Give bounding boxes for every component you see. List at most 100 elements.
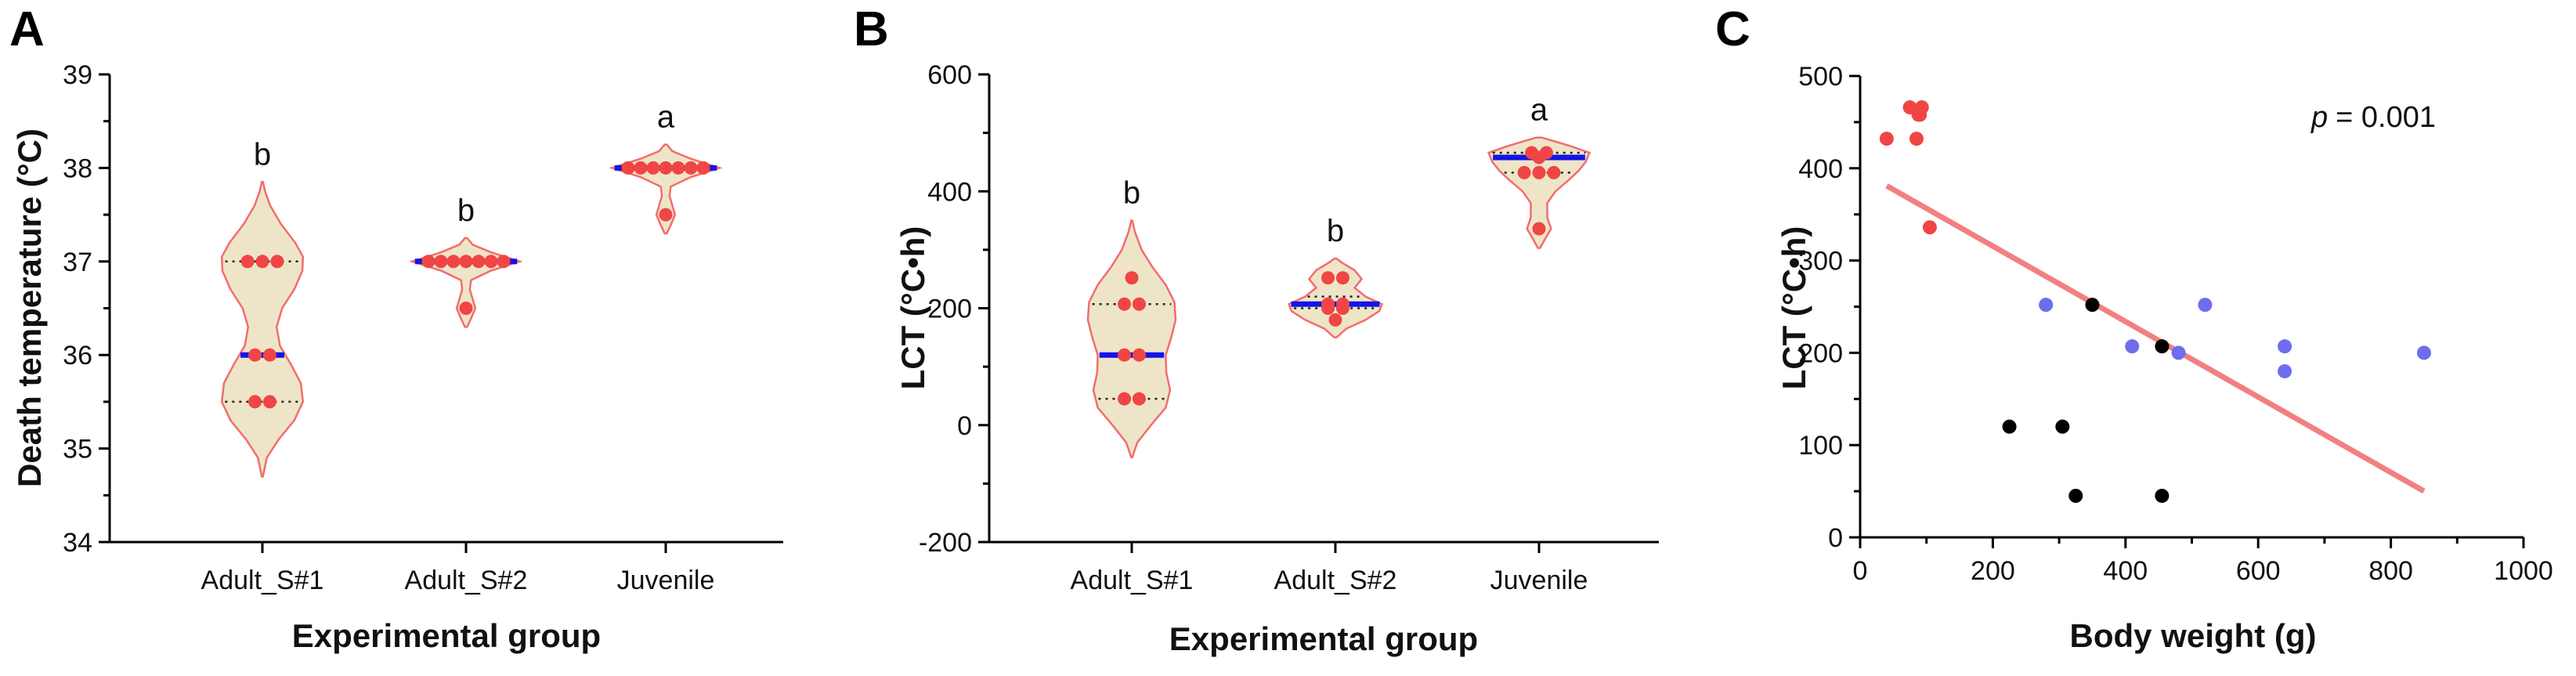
panel-a-y-tick-label: 35 <box>63 435 92 465</box>
panel-a-violins: b b a <box>220 100 723 478</box>
data-point <box>634 161 648 175</box>
significance-letter: b <box>1327 214 1344 248</box>
panel-c-y-ticks: 0 100 200 300 400 500 <box>1798 62 1860 553</box>
data-point <box>1517 165 1531 179</box>
significance-letter: b <box>457 193 475 228</box>
regression-line <box>1885 183 2426 494</box>
panel-c-y-label: LCT (°C•h) <box>1776 226 1812 390</box>
violin-adult-s-1 <box>1086 219 1177 459</box>
panel-b-y-tick-label: 400 <box>927 177 972 207</box>
panel-a-y-tick-label: 39 <box>63 60 92 90</box>
scatter-point-adult-s-2 <box>2171 345 2186 360</box>
panel-c-points <box>1879 100 2431 503</box>
panel-a-y-tick-label: 34 <box>63 528 92 558</box>
panel-b-y-tick-label: 600 <box>927 60 972 90</box>
scatter-point-adult-s-2 <box>2198 298 2213 313</box>
scatter-point-adult-s-1 <box>2002 419 2017 434</box>
panel-a-y-tick-label: 36 <box>63 341 92 371</box>
panel-c-x-tick-label: 600 <box>2236 556 2281 586</box>
p-value-annotation: p = 0.001 <box>2310 101 2436 134</box>
panel-b-y-tick-label: 0 <box>957 411 972 441</box>
data-point <box>1328 313 1342 327</box>
scatter-point-adult-s-1 <box>2155 339 2170 354</box>
panel-a-x-tick-label: Juvenile <box>617 566 715 595</box>
scatter-point-adult-s-2 <box>2278 339 2292 354</box>
data-point <box>248 395 262 409</box>
panel-a-y-ticks: 34 35 36 37 38 39 <box>63 60 110 558</box>
panel-c-y-tick-label: 0 <box>1828 523 1843 553</box>
panel-c-y-tick-label: 400 <box>1798 154 1843 184</box>
data-point <box>497 255 511 269</box>
data-point <box>684 161 698 175</box>
panel-a-x-ticks: Adult_S#1 Adult_S#2 Juvenile <box>201 542 715 595</box>
data-point <box>484 255 498 269</box>
data-point <box>1525 146 1539 160</box>
data-point <box>1532 222 1546 236</box>
panel-a-y-label: Death temperature (°C) <box>11 128 48 487</box>
data-point <box>240 255 255 269</box>
data-point <box>671 161 685 175</box>
panel-b-x-tick-label: Adult_S#1 <box>1071 566 1194 595</box>
data-point <box>1532 165 1546 179</box>
p-value-symbol: p <box>2310 101 2328 134</box>
panel-b-y-tick-label: -200 <box>919 528 972 558</box>
scatter-point-adult-s-2 <box>2125 339 2140 354</box>
data-point <box>1118 392 1132 406</box>
significance-letter: b <box>254 137 271 172</box>
panel-c-x-ticks: 0 200 400 600 800 1000 <box>1853 537 2553 586</box>
panel-c-y-tick-label: 100 <box>1798 431 1843 461</box>
panel-a-x-tick-label: Adult_S#1 <box>201 566 324 595</box>
panel-c-x-tick-label: 0 <box>1853 556 1868 586</box>
significance-letter: a <box>1530 93 1548 128</box>
data-point <box>471 255 486 269</box>
panel-a-x-label: Experimental group <box>292 617 601 654</box>
scatter-point-juvenile <box>1909 132 1924 146</box>
data-point <box>262 348 276 362</box>
data-point <box>1125 271 1139 285</box>
data-point <box>255 255 269 269</box>
panel-b-x-tick-label: Adult_S#2 <box>1274 566 1397 595</box>
scatter-point-adult-s-1 <box>2085 298 2100 313</box>
panel-b-violins: b b a <box>1086 93 1591 459</box>
data-point <box>1132 348 1146 362</box>
violin-adult-s-2 <box>1287 257 1384 339</box>
significance-letter: a <box>657 100 675 135</box>
data-point <box>421 255 435 269</box>
data-point <box>434 255 448 269</box>
data-point <box>1132 392 1146 406</box>
data-point <box>262 395 276 409</box>
scatter-point-adult-s-2 <box>2039 298 2054 313</box>
panel-c-x-tick-label: 400 <box>2103 556 2148 586</box>
data-point <box>446 255 461 269</box>
panel-b-x-tick-label: Juvenile <box>1490 566 1588 595</box>
panel-a: A b b a 34 35 36 37 38 39 Adult_S#1 Adult_S#2 Juv… <box>9 2 783 654</box>
panel-c-letter: C <box>1715 2 1750 56</box>
panel-b-x-label: Experimental group <box>1169 620 1478 657</box>
panel-c-y-tick-label: 200 <box>1798 338 1843 368</box>
data-point <box>1321 271 1335 285</box>
scatter-point-adult-s-1 <box>2068 488 2083 503</box>
panel-b-y-ticks: -200 0 200 400 600 <box>919 60 989 558</box>
panel-b-y-label: LCT (°C•h) <box>894 226 931 390</box>
scatter-point-juvenile <box>1879 132 1894 146</box>
data-point <box>1539 146 1553 160</box>
scatter-point-adult-s-1 <box>2155 488 2170 503</box>
panel-a-y-tick-label: 38 <box>63 154 92 183</box>
panel-a-x-tick-label: Adult_S#2 <box>405 566 528 595</box>
panel-b: B b b a -200 0 200 400 600 Adult_S#1 Adult_S#2 J… <box>854 2 1659 657</box>
violin-juvenile <box>1487 136 1591 249</box>
data-point <box>1335 271 1349 285</box>
data-point <box>459 302 473 315</box>
panel-b-x-ticks: Adult_S#1 Adult_S#2 Juvenile <box>1071 542 1588 595</box>
data-point <box>621 161 635 175</box>
scatter-point-juvenile <box>1922 220 1937 235</box>
data-point <box>1118 297 1132 311</box>
data-point <box>459 255 473 269</box>
p-value-number: = 0.001 <box>2336 101 2436 134</box>
data-point <box>1118 348 1132 362</box>
panel-b-y-tick-label: 200 <box>927 295 972 324</box>
panel-b-letter: B <box>854 2 889 56</box>
significance-letter: b <box>1123 176 1140 211</box>
data-point <box>1547 165 1561 179</box>
scatter-point-adult-s-1 <box>2055 419 2070 434</box>
